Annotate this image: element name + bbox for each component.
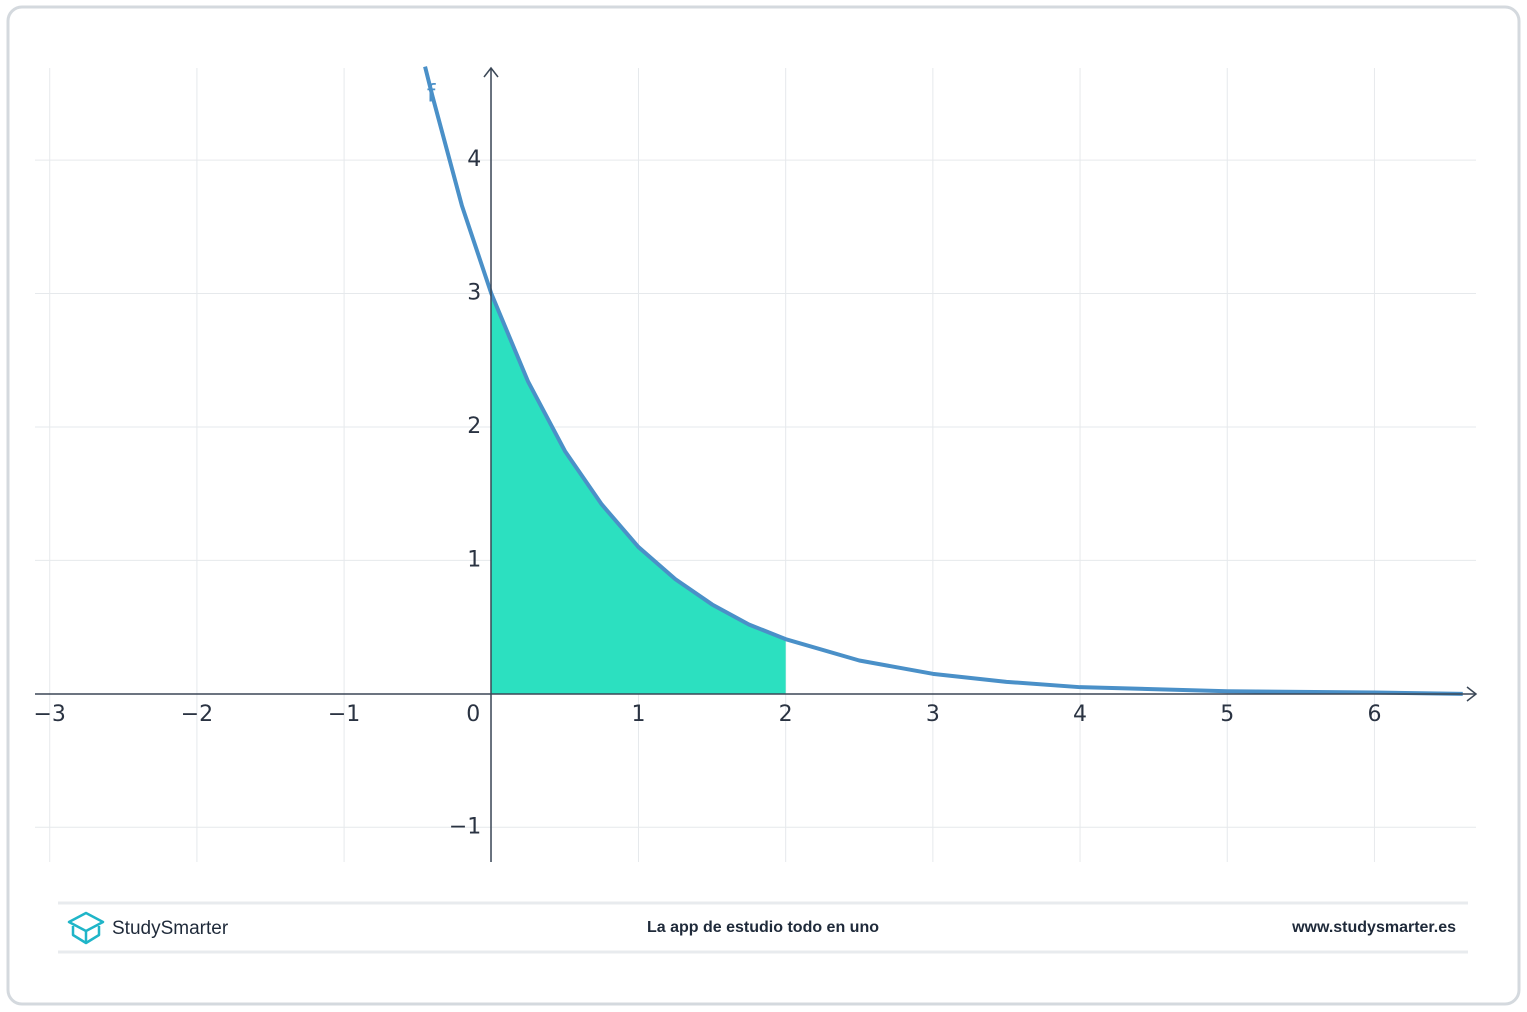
x-arrow [1466, 686, 1478, 702]
curve-label: f [427, 80, 436, 108]
y-tick-label: 1 [467, 547, 481, 572]
x-tick-label: 4 [1073, 702, 1087, 727]
x-tick-label: −1 [328, 702, 360, 727]
x-tick-label: 0 [466, 702, 480, 727]
y-tick-label: 4 [467, 147, 481, 172]
axes [35, 66, 1478, 862]
x-tick-label: 3 [926, 702, 940, 727]
labels: −3 −2 −1 0 1 2 3 4 5 6 −1 1 2 3 4 f [34, 80, 1382, 840]
frame [6, 5, 1521, 1006]
y-tick-label: 2 [467, 414, 481, 439]
url: www.studysmarter.es [1291, 919, 1456, 936]
tagline: La app de estudio todo en uno [647, 919, 879, 936]
brand: StudySmarter [112, 918, 229, 939]
x-tick-label: −3 [34, 702, 66, 727]
logo-icon [67, 911, 105, 945]
x-tick-label: 2 [779, 702, 793, 727]
x-tick-label: 5 [1220, 702, 1234, 727]
grid [35, 68, 1476, 862]
y-tick-label: 3 [467, 281, 481, 306]
y-arrow [483, 66, 499, 78]
shaded-area [491, 293, 786, 694]
y-tick-label: −1 [449, 814, 481, 839]
x-tick-label: −2 [181, 702, 213, 727]
x-tick-label: 6 [1367, 702, 1381, 727]
x-tick-label: 1 [631, 702, 645, 727]
